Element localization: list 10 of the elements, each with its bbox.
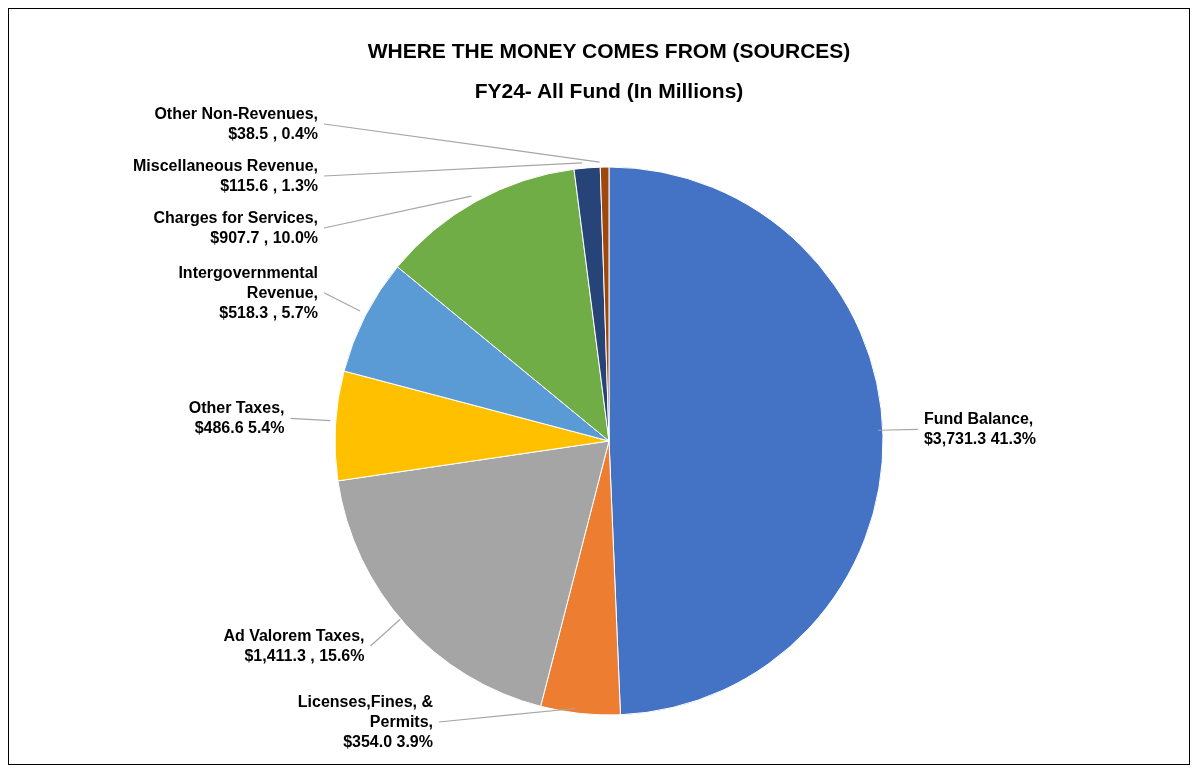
slice-label: Intergovernmental Revenue, $518.3 , 5.7%: [178, 263, 318, 321]
chart-title: WHERE THE MONEY COMES FROM (SOURCES): [366, 39, 852, 63]
slice-label: Ad Valorem Taxes, $1,411.3 , 15.6%: [223, 626, 365, 664]
slice-label: Charges for Services, $907.7 , 10.0%: [153, 209, 318, 246]
chart-subtitle: FY24- All Fund (In Millions): [473, 79, 745, 103]
slice-label: Fund Balance, $3,731.3 41.3%: [923, 410, 1037, 448]
slice-label: Other Non-Revenues, $38.5 , 0.4%: [154, 105, 318, 142]
slice-label: Miscellaneous Revenue, $115.6 , 1.3%: [133, 157, 318, 194]
slice-label: Licenses,Fines, & Permits, $354.0 3.9%: [297, 693, 434, 750]
slice-label: Other Taxes, $486.6 5.4%: [188, 399, 285, 437]
